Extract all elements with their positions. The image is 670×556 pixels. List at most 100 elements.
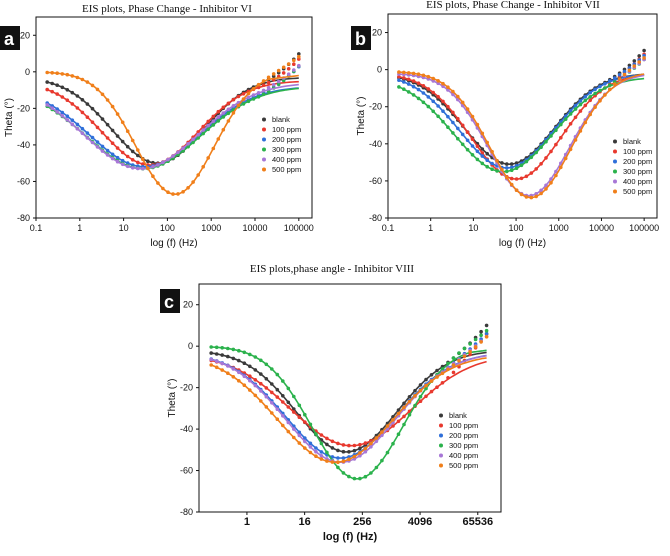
panel-c-data-point <box>391 418 395 422</box>
panel-a-data-point <box>120 139 125 144</box>
panel-c-data-point <box>314 432 318 436</box>
panel-c-data-point <box>479 340 483 344</box>
panel-a-legend-marker <box>262 117 266 122</box>
panel-a-title: EIS plots, Phase Change - Inhibitor VI <box>82 3 252 15</box>
panel-c-data-point <box>220 368 224 372</box>
panel-c-fit-line-100ppm <box>211 359 487 447</box>
panel-c-data-point <box>242 383 247 388</box>
panel-b-data-point <box>485 151 490 156</box>
panel-b-data-point <box>465 107 470 111</box>
panel-a-data-point <box>151 174 155 178</box>
panel-a-data-point <box>90 120 95 124</box>
panel-b-data-point <box>421 84 426 88</box>
panel-a-data-point <box>70 102 75 106</box>
panel-a-data-point <box>90 135 95 140</box>
panel-b-data-point <box>588 90 592 95</box>
panel-b-data-point <box>642 48 646 53</box>
panel-c-data-point <box>248 374 252 379</box>
panel-b-data-point <box>480 161 485 166</box>
panel-b-data-point <box>480 154 485 158</box>
panel-c-ytick-label: 0 <box>188 341 193 351</box>
panel-b-data-point <box>397 75 401 79</box>
panel-a-data-point <box>65 118 70 122</box>
panel-b-data-point <box>406 90 411 94</box>
panel-b-data-point <box>568 112 573 116</box>
panel-c-data-point <box>418 383 423 387</box>
panel-c-data-point <box>286 420 291 425</box>
panel-c-data-point <box>435 375 439 379</box>
panel-b-data-point <box>588 95 592 99</box>
panel-c-data-point <box>209 345 213 349</box>
panel-c-data-point <box>380 458 384 463</box>
panel-c-data-point <box>341 449 346 454</box>
panel-a-data-point <box>125 161 130 165</box>
panel-a-data-point <box>211 123 216 127</box>
panel-c-data-point <box>451 356 456 360</box>
panel-a-data-point <box>292 68 296 72</box>
panel-c-badge <box>160 289 180 313</box>
panel-c-xtick-label: 16 <box>299 516 311 528</box>
panel-c-legend-marker <box>439 423 443 428</box>
panel-a-data-point <box>201 128 205 132</box>
panel-c-data-point <box>473 337 478 342</box>
panel-a-data-point <box>120 158 125 163</box>
panel-b-data-point <box>583 94 588 99</box>
panel-c-data-point <box>297 415 302 420</box>
panel-a-data-point <box>110 152 115 157</box>
panel-c-data-point <box>330 446 335 450</box>
panel-b-data-point <box>456 126 460 131</box>
panel-b-data-point <box>514 188 519 192</box>
panel-a-data-point <box>60 110 65 115</box>
panel-b-data-point <box>563 128 568 133</box>
panel-a-data-point <box>115 112 120 116</box>
panel-a-data-point <box>201 165 205 169</box>
panel-b-letter: b <box>355 29 366 49</box>
panel-a-data-point <box>125 164 130 169</box>
panel-a-data-point <box>105 136 110 140</box>
panel-c-data-point <box>451 363 456 367</box>
panel-b-data-point <box>397 70 401 74</box>
panel-a-letter: a <box>4 29 15 49</box>
panel-c-ytick-label: -60 <box>180 466 193 476</box>
panel-a-data-point <box>211 146 216 151</box>
panel-b-data-point <box>402 70 406 75</box>
panel-b-data-point <box>539 162 543 166</box>
panel-b-ytick-label: -40 <box>369 139 382 149</box>
panel-a-data-point <box>241 97 246 101</box>
panel-c-data-point <box>308 441 313 446</box>
panel-c-data-point <box>270 382 274 386</box>
panel-b-data-point <box>622 72 627 77</box>
panel-a-fit-line-500ppm <box>47 71 299 196</box>
panel-a-data-point <box>186 142 190 146</box>
panel-a-data-point <box>100 130 105 135</box>
panel-b-data-point <box>431 76 436 81</box>
panel-b-data-point <box>446 85 450 89</box>
panel-c-data-point <box>253 355 258 359</box>
panel-c-data-point <box>418 394 423 399</box>
panel-c-data-point <box>358 451 362 455</box>
panel-b-legend-marker <box>613 139 617 144</box>
panel-b-data-point <box>573 138 578 142</box>
panel-c-data-point <box>325 450 329 455</box>
panel-c-data-point <box>319 441 324 446</box>
panel-b-legend-label: 100 ppm <box>623 147 652 156</box>
panel-b-data-point <box>490 167 494 171</box>
panel-a-data-point <box>176 150 180 155</box>
panel-c-data-point <box>226 346 230 351</box>
panel-c-data-point <box>281 400 285 404</box>
panel-b-data-point <box>416 72 421 76</box>
panel-c-legend-marker <box>439 443 443 448</box>
panel-b-data-point <box>436 114 440 119</box>
panel-a-data-point <box>136 166 140 171</box>
panel-c-data-point <box>347 450 351 454</box>
panel-a-data-point <box>130 166 135 170</box>
panel-a-data-point <box>125 129 130 133</box>
panel-b-ytick-label: -60 <box>369 176 382 186</box>
panel-c-data-point <box>303 436 307 440</box>
panel-c-data-point <box>270 367 274 371</box>
panel-a-data-point <box>216 119 221 123</box>
panel-a-data-point <box>125 144 130 149</box>
panel-c-data-point <box>407 395 412 399</box>
panel-a-data-point <box>60 95 65 99</box>
panel-a-data-point <box>161 160 165 165</box>
